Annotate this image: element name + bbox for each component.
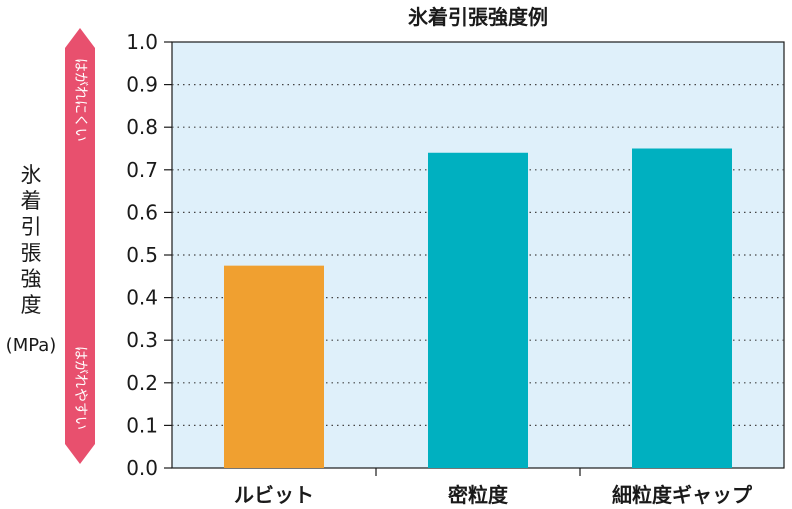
y-tick-label: 0.9 bbox=[126, 73, 158, 97]
y-tick-label: 0.5 bbox=[126, 243, 158, 267]
y-axis-label-char: 強 bbox=[21, 267, 42, 291]
y-tick-label: 0.7 bbox=[126, 158, 158, 182]
chart-title: 氷着引張強度例 bbox=[408, 5, 548, 29]
y-tick-label: 0.8 bbox=[126, 115, 158, 139]
y-axis-label-char: 引 bbox=[21, 215, 42, 239]
arrow-bottom-label: はがれやすい bbox=[72, 346, 88, 430]
y-tick-label: 0.0 bbox=[126, 456, 158, 480]
bar bbox=[428, 152, 528, 468]
y-tick-label: 0.6 bbox=[126, 200, 158, 224]
x-category-label: 密粒度 bbox=[448, 483, 509, 507]
x-category-label: ルビット bbox=[234, 483, 314, 507]
y-axis-label-char: 着 bbox=[21, 189, 42, 213]
x-category-label: 細粒度ギャップ bbox=[612, 483, 753, 507]
y-axis-ticks: 0.0 0.1 0.2 0.3 0.4 0.5 0.6 0.7 0.8 0.9 1.0 bbox=[126, 30, 172, 480]
y-tick-label: 0.1 bbox=[126, 413, 158, 437]
y-axis-label-char: 度 bbox=[21, 293, 42, 317]
y-axis-unit: (MPa) bbox=[6, 335, 57, 356]
y-tick-label: 0.2 bbox=[126, 371, 158, 395]
y-tick-label: 0.3 bbox=[126, 328, 158, 352]
y-axis-label-char: 張 bbox=[21, 241, 42, 265]
arrow-top-label: はがれにくい bbox=[72, 58, 88, 142]
strength-direction-arrow bbox=[65, 28, 95, 464]
bars bbox=[224, 148, 732, 468]
x-axis-ticks: ルビット 密粒度 細粒度ギャップ bbox=[234, 468, 753, 507]
y-axis-label: 氷着引張強度 bbox=[21, 163, 42, 317]
y-axis-label-char: 氷 bbox=[21, 163, 42, 187]
y-tick-label: 0.4 bbox=[126, 286, 158, 310]
bar bbox=[632, 148, 732, 468]
y-tick-label: 1.0 bbox=[126, 30, 158, 54]
bar bbox=[224, 265, 324, 468]
